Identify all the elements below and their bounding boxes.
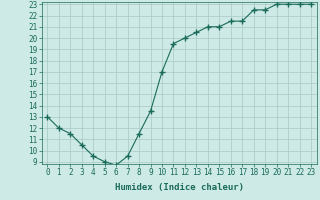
X-axis label: Humidex (Indice chaleur): Humidex (Indice chaleur) [115,183,244,192]
